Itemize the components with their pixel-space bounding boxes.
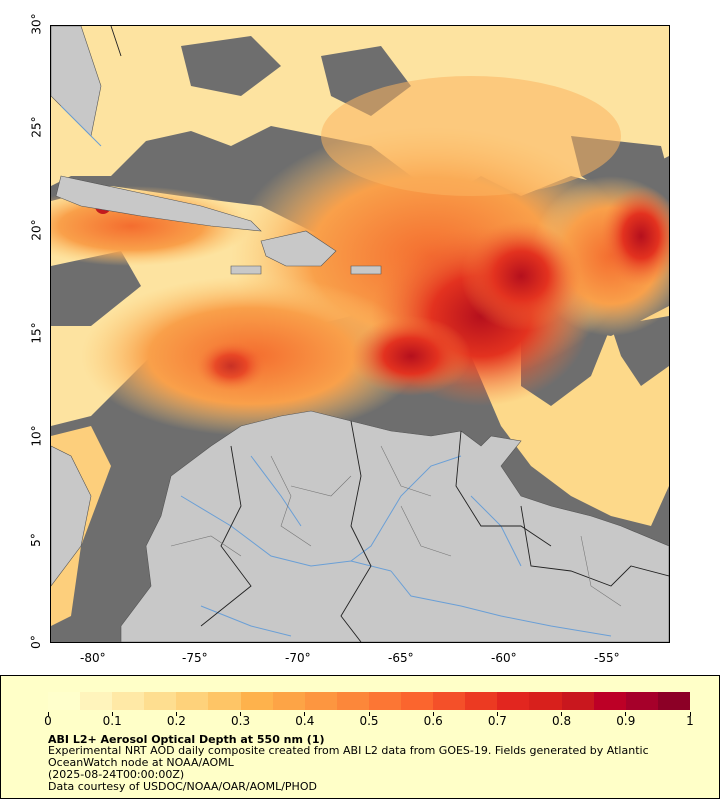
- lon-label-55: -55°: [594, 651, 620, 665]
- lat-label-20: 20°: [29, 219, 44, 241]
- colorbar-tick-label: 0.2: [166, 714, 186, 728]
- legend-credit: Data courtesy of USDOC/NOAA/OAR/AOML/PHO…: [48, 780, 317, 793]
- colorbar-tick: [304, 712, 306, 716]
- colorbar-segment: [176, 692, 209, 710]
- colorbar-segment: [625, 692, 658, 710]
- colorbar-segment: [208, 692, 241, 710]
- colorbar-tick: [496, 712, 498, 716]
- lon-label-60: -60°: [491, 651, 517, 665]
- colorbar-tick-label: 0.3: [231, 714, 251, 728]
- state-borders: [170, 445, 622, 607]
- lat-label-0: 0°: [28, 635, 43, 649]
- country-borders: [110, 26, 669, 642]
- colorbar-segment: [112, 692, 145, 710]
- lat-label-10: 10°: [29, 425, 44, 447]
- puerto-rico-land: [350, 265, 382, 275]
- colorbar-tick: [111, 712, 113, 716]
- colorbar-tick: [625, 712, 627, 716]
- colorbar-tick-label: 1: [686, 714, 694, 728]
- legend-description: Experimental NRT AOD daily composite cre…: [48, 744, 649, 769]
- lon-label-65: -65°: [388, 651, 414, 665]
- legend-panel: 0 0.1 0.2 0.3 0.4 0.5 0.6 0.7 0.8 0.9 1 ABI L2+ Ae…: [0, 675, 720, 799]
- colorbar-segment: [336, 692, 369, 710]
- colorbar-segment: [304, 692, 337, 710]
- central-america-land: [51, 445, 92, 587]
- colorbar-tick: [240, 712, 242, 716]
- colorbar-tick-label: 0.4: [295, 714, 315, 728]
- aod-high-field: [95, 186, 669, 406]
- rivers: [60, 105, 612, 637]
- colorbar-segment: [401, 692, 434, 710]
- colorbar-segment: [433, 692, 466, 710]
- lat-label-15: 15°: [29, 322, 44, 344]
- colorbar-segment: [529, 692, 562, 710]
- colorbar-tick-label: 0.8: [552, 714, 572, 728]
- cuba-land: [55, 175, 262, 232]
- lon-label-75: -75°: [182, 651, 208, 665]
- colorbar-segment: [48, 692, 81, 710]
- colorbar-segment: [80, 692, 113, 710]
- colorbar-tick-label: 0.1: [102, 714, 122, 728]
- hispaniola-land: [260, 230, 337, 267]
- colorbar-segment: [593, 692, 626, 710]
- lon-label-80: -80°: [80, 651, 106, 665]
- colorbar-tick-label: 0.9: [616, 714, 636, 728]
- legend-timestamp: (2025-08-24T00:00:00Z): [48, 768, 185, 781]
- colorbar-tick-label: 0: [44, 714, 52, 728]
- colorbar: [48, 692, 690, 710]
- colorbar-segment: [368, 692, 402, 710]
- colorbar-tick-label: 0.7: [487, 714, 507, 728]
- colorbar-tick: [432, 712, 434, 716]
- map-plot-area[interactable]: [50, 25, 670, 643]
- colorbar-segment: [497, 692, 530, 710]
- colorbar-segment: [144, 692, 177, 710]
- colorbar-tick: [689, 712, 691, 716]
- colorbar-segment: [561, 692, 594, 710]
- colorbar-segment: [657, 692, 690, 710]
- aod-map: [51, 26, 669, 642]
- colorbar-tick: [175, 712, 177, 716]
- lon-label-70: -70°: [285, 651, 311, 665]
- colorbar-segment: [272, 692, 305, 710]
- colorbar-segment: [240, 692, 273, 710]
- lat-label-30: 30°: [29, 13, 44, 35]
- colorbar-tick-label: 0.6: [423, 714, 443, 728]
- legend-title: ABI L2+ Aerosol Optical Depth at 550 nm …: [48, 733, 325, 746]
- colorbar-tick: [47, 712, 49, 716]
- lat-label-25: 25°: [29, 116, 44, 138]
- colorbar-tick-label: 0.5: [359, 714, 379, 728]
- colorbar-segment: [465, 692, 498, 710]
- colorbar-tick: [561, 712, 563, 716]
- colorbar-tick: [368, 712, 370, 716]
- lat-label-5: 5°: [28, 533, 43, 547]
- jamaica-land: [230, 265, 262, 275]
